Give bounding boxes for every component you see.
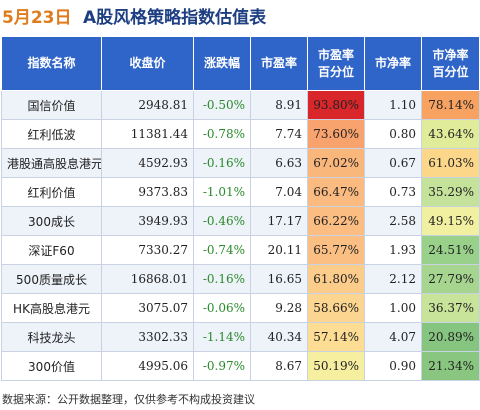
pb-cell: 0.73 (364, 177, 422, 207)
change-cell: -1.14% (193, 322, 251, 352)
pb-percentile-cell: 61.03% (421, 148, 480, 178)
index-name-cell: 红利低波 (1, 119, 102, 149)
header-pe-percentile: 市盈率百分位 (307, 36, 365, 91)
pb-cell: 1.10 (364, 90, 422, 120)
close-cell: 3075.07 (101, 293, 194, 323)
close-cell: 4592.93 (101, 148, 194, 178)
close-cell: 3302.33 (101, 322, 194, 352)
header-pb-percentile: 市净率百分位 (421, 36, 480, 91)
valuation-table: 指数名称 收盘价 涨跌幅 市盈率 市盈率百分位 市净率 市净率百分位 国信价值 2… (1, 36, 480, 381)
pe-cell: 9.28 (250, 293, 308, 323)
table-row: 科技龙头 3302.33 -1.14% 40.34 57.14% 4.07 20.89% (1, 322, 480, 352)
index-name-cell: 科技龙头 (1, 322, 102, 352)
pe-cell: 17.17 (250, 206, 308, 236)
table-row: 300成长 3949.93 -0.46% 17.17 66.22% 2.58 49.15% (1, 206, 480, 236)
header-change: 涨跌幅 (193, 36, 251, 91)
index-name-cell: 深证F60 (1, 235, 102, 265)
close-cell: 3949.93 (101, 206, 194, 236)
index-name-cell: 500质量成长 (1, 264, 102, 294)
pe-percentile-cell: 65.77% (307, 235, 365, 265)
change-cell: -1.01% (193, 177, 251, 207)
pe-cell: 6.63 (250, 148, 308, 178)
header-pb: 市净率 (364, 36, 422, 91)
change-cell: -0.16% (193, 148, 251, 178)
pe-percentile-cell: 66.22% (307, 206, 365, 236)
pb-cell: 2.58 (364, 206, 422, 236)
index-name-cell: 国信价值 (1, 90, 102, 120)
change-cell: -0.46% (193, 206, 251, 236)
pe-percentile-cell: 67.02% (307, 148, 365, 178)
change-cell: -0.74% (193, 235, 251, 265)
change-cell: -0.97% (193, 351, 251, 381)
pb-percentile-cell: 21.34% (421, 351, 480, 381)
pb-percentile-cell: 35.29% (421, 177, 480, 207)
close-cell: 4995.06 (101, 351, 194, 381)
table-row: 500质量成长 16868.01 -0.16% 16.65 61.80% 2.12 27.7… (1, 264, 480, 294)
pe-percentile-cell: 93.80% (307, 90, 365, 120)
table-row: 300价值 4995.06 -0.97% 8.67 50.19% 0.90 21.34% (1, 351, 480, 381)
pe-percentile-cell: 58.66% (307, 293, 365, 323)
header-close: 收盘价 (101, 36, 194, 91)
table-row: 红利低波 11381.44 -0.78% 7.74 73.60% 0.80 43.64% (1, 119, 480, 149)
table-row: HK高股息港元 3075.07 -0.06% 9.28 58.66% 1.00 36.37% (1, 293, 480, 323)
table-body: 国信价值 2948.81 -0.50% 8.91 93.80% 1.10 78.14% 红利低… (1, 90, 480, 381)
pe-cell: 7.04 (250, 177, 308, 207)
header-index-name: 指数名称 (1, 36, 102, 91)
footer-source: 数据来源：公开数据整理，仅供参考不构成投资建议 (2, 393, 255, 406)
pb-percentile-cell: 78.14% (421, 90, 480, 120)
pb-percentile-cell: 20.89% (421, 322, 480, 352)
pe-percentile-cell: 66.47% (307, 177, 365, 207)
table-row: 国信价值 2948.81 -0.50% 8.91 93.80% 1.10 78.14% (1, 90, 480, 120)
pb-percentile-cell: 49.15% (421, 206, 480, 236)
pb-cell: 0.67 (364, 148, 422, 178)
pe-cell: 20.11 (250, 235, 308, 265)
title-date: 5月23日 (2, 8, 72, 28)
pb-cell: 4.07 (364, 322, 422, 352)
table-header-row: 指数名称 收盘价 涨跌幅 市盈率 市盈率百分位 市净率 市净率百分位 (1, 36, 480, 91)
pb-percentile-cell: 24.51% (421, 235, 480, 265)
title-bar: 5月23日 A股风格策略指数估值表 (0, 0, 480, 34)
close-cell: 2948.81 (101, 90, 194, 120)
pe-cell: 40.34 (250, 322, 308, 352)
index-name-cell: 300成长 (1, 206, 102, 236)
close-cell: 9373.83 (101, 177, 194, 207)
pb-cell: 1.93 (364, 235, 422, 265)
index-name-cell: 红利价值 (1, 177, 102, 207)
close-cell: 11381.44 (101, 119, 194, 149)
pe-cell: 8.67 (250, 351, 308, 381)
table-row: 港股通高股息港元 4592.93 -0.16% 6.63 67.02% 0.67 61.03… (1, 148, 480, 178)
header-pe-percentile-text: 市盈率百分位 (317, 47, 354, 79)
pb-percentile-cell: 27.79% (421, 264, 480, 294)
index-name-cell: 300价值 (1, 351, 102, 381)
change-cell: -0.78% (193, 119, 251, 149)
header-pe: 市盈率 (250, 36, 308, 91)
header-pb-percentile-text: 市净率百分位 (432, 47, 469, 79)
pe-percentile-cell: 61.80% (307, 264, 365, 294)
pb-cell: 1.00 (364, 293, 422, 323)
pb-cell: 0.80 (364, 119, 422, 149)
pe-percentile-cell: 50.19% (307, 351, 365, 381)
pe-cell: 7.74 (250, 119, 308, 149)
pe-percentile-cell: 73.60% (307, 119, 365, 149)
pb-percentile-cell: 43.64% (421, 119, 480, 149)
change-cell: -0.50% (193, 90, 251, 120)
pe-cell: 8.91 (250, 90, 308, 120)
change-cell: -0.06% (193, 293, 251, 323)
pb-cell: 2.12 (364, 264, 422, 294)
pe-cell: 16.65 (250, 264, 308, 294)
index-name-cell: 港股通高股息港元 (1, 148, 102, 178)
pe-percentile-cell: 57.14% (307, 322, 365, 352)
table-row: 红利价值 9373.83 -1.01% 7.04 66.47% 0.73 35.29% (1, 177, 480, 207)
close-cell: 7330.27 (101, 235, 194, 265)
change-cell: -0.16% (193, 264, 251, 294)
index-name-cell: HK高股息港元 (1, 293, 102, 323)
close-cell: 16868.01 (101, 264, 194, 294)
pb-percentile-cell: 36.37% (421, 293, 480, 323)
pb-cell: 0.90 (364, 351, 422, 381)
table-row: 深证F60 7330.27 -0.74% 20.11 65.77% 1.93 24.51% (1, 235, 480, 265)
page-title: A股风格策略指数估值表 (83, 8, 267, 28)
